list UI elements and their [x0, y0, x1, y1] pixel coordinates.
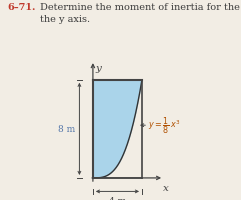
Text: y: y [95, 63, 101, 72]
Text: 4 m: 4 m [109, 196, 126, 200]
Text: x: x [163, 183, 169, 192]
Text: 6–71.: 6–71. [7, 3, 36, 12]
Text: Determine the moment of inertia for the area about
the y axis.: Determine the moment of inertia for the … [40, 3, 241, 24]
Polygon shape [93, 80, 142, 178]
Text: 8 m: 8 m [58, 125, 75, 134]
Text: $y = \dfrac{1}{8}\,x^3$: $y = \dfrac{1}{8}\,x^3$ [148, 115, 181, 136]
